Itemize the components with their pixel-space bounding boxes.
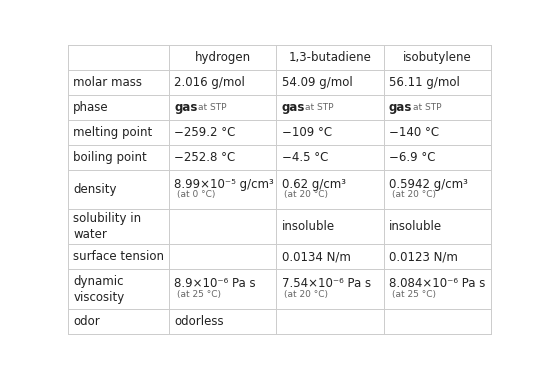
Text: phase: phase — [73, 101, 109, 114]
Text: gas: gas — [389, 101, 412, 114]
Text: surface tension: surface tension — [73, 250, 164, 263]
Text: 2.016 g/mol: 2.016 g/mol — [174, 76, 245, 89]
Text: −140 °C: −140 °C — [389, 126, 439, 139]
Text: hydrogen: hydrogen — [194, 51, 251, 64]
Text: 0.0134 N/m: 0.0134 N/m — [282, 250, 351, 263]
Text: gas: gas — [174, 101, 198, 114]
Text: solubility in
water: solubility in water — [73, 212, 141, 241]
Text: 54.09 g/mol: 54.09 g/mol — [282, 76, 352, 89]
Text: boiling point: boiling point — [73, 151, 147, 164]
Text: 8.99×10⁻⁵ g/cm³: 8.99×10⁻⁵ g/cm³ — [174, 178, 274, 191]
Text: −109 °C: −109 °C — [282, 126, 331, 139]
Text: molar mass: molar mass — [73, 76, 143, 89]
Text: (at 25 °C): (at 25 °C) — [176, 290, 221, 299]
Text: −259.2 °C: −259.2 °C — [174, 126, 235, 139]
Text: 1,3-butadiene: 1,3-butadiene — [289, 51, 372, 64]
Text: odor: odor — [73, 315, 100, 328]
Text: (at 20 °C): (at 20 °C) — [284, 190, 328, 199]
Text: odorless: odorless — [174, 315, 224, 328]
Text: 56.11 g/mol: 56.11 g/mol — [389, 76, 460, 89]
Text: (at 0 °C): (at 0 °C) — [176, 190, 215, 199]
Text: −252.8 °C: −252.8 °C — [174, 151, 235, 164]
Text: −6.9 °C: −6.9 °C — [389, 151, 436, 164]
Text: at STP: at STP — [413, 103, 441, 112]
Text: insoluble: insoluble — [282, 220, 335, 233]
Text: 0.62 g/cm³: 0.62 g/cm³ — [282, 178, 346, 191]
Text: (at 20 °C): (at 20 °C) — [284, 290, 328, 299]
Text: dynamic
viscosity: dynamic viscosity — [73, 274, 124, 303]
Text: (at 25 °C): (at 25 °C) — [391, 290, 436, 299]
Text: 7.54×10⁻⁶ Pa s: 7.54×10⁻⁶ Pa s — [282, 278, 371, 290]
Text: isobutylene: isobutylene — [403, 51, 472, 64]
Text: (at 20 °C): (at 20 °C) — [391, 190, 436, 199]
Text: 8.9×10⁻⁶ Pa s: 8.9×10⁻⁶ Pa s — [174, 278, 256, 290]
Text: at STP: at STP — [198, 103, 226, 112]
Text: insoluble: insoluble — [389, 220, 442, 233]
Text: melting point: melting point — [73, 126, 152, 139]
Text: gas: gas — [282, 101, 305, 114]
Text: 0.5942 g/cm³: 0.5942 g/cm³ — [389, 178, 468, 191]
Text: 8.084×10⁻⁶ Pa s: 8.084×10⁻⁶ Pa s — [389, 278, 485, 290]
Text: 0.0123 N/m: 0.0123 N/m — [389, 250, 458, 263]
Text: −4.5 °C: −4.5 °C — [282, 151, 328, 164]
Text: density: density — [73, 183, 117, 196]
Text: at STP: at STP — [305, 103, 334, 112]
